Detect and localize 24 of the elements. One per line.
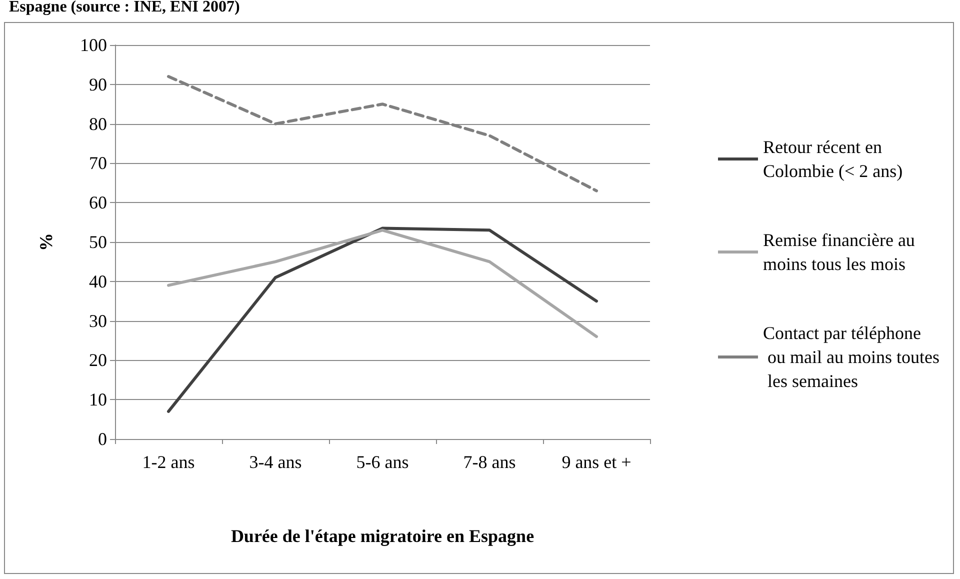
x-axis-title: Durée de l'étape migratoire en Espagne	[230, 526, 534, 546]
y-tick-label: 40	[89, 271, 107, 292]
chart-title: Espagne (source : INE, ENI 2007)	[9, 0, 240, 16]
x-tick-label: 5-6 ans	[356, 452, 409, 472]
legend-label: Retour récent en Colombie (< 2 ans)	[763, 137, 903, 181]
y-tick-label: 10	[89, 390, 107, 410]
y-tick-label: 60	[89, 192, 107, 213]
y-tick-label: 90	[89, 74, 107, 94]
line-series	[167, 226, 598, 413]
y-tick-label: 30	[89, 310, 107, 331]
x-tick-label: 3-4 ans	[249, 452, 302, 472]
legend-label: Remise financière au moins tous les mois	[763, 230, 920, 274]
y-tick-label: 20	[89, 350, 107, 370]
y-tick-label: 70	[89, 153, 107, 174]
x-tick-label: 1-2 ans	[142, 452, 195, 472]
y-tick-label: 0	[98, 429, 107, 449]
y-axis-title: %	[36, 233, 56, 251]
line-series	[167, 228, 598, 338]
y-tick-label: 80	[89, 114, 107, 134]
legend-label: Contact par téléphone ou mail au moins toutes les semaines	[763, 323, 940, 391]
x-tick-label: 9 ans et +	[562, 452, 632, 472]
y-tick-label: 50	[89, 232, 107, 252]
x-tick-label: 7-8 ans	[463, 452, 516, 472]
y-tick-label: 100	[80, 35, 107, 55]
